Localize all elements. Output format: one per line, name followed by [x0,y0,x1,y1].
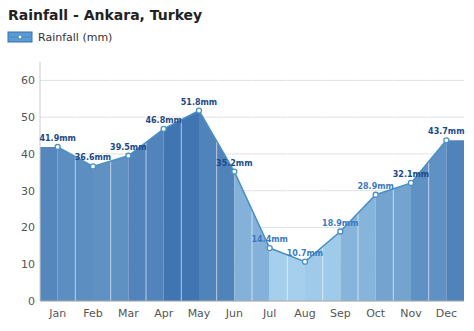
month-separator [252,62,253,301]
data-label: 10.7mm [287,249,323,258]
legend-swatch [8,32,32,42]
marker [373,192,378,197]
marker [197,108,202,113]
x-tick-label: Feb [83,307,102,320]
data-label: 39.5mm [110,143,146,152]
month-separator [428,62,429,301]
y-tick-label: 30 [21,185,35,198]
x-tick-label: Nov [400,307,422,320]
x-tick-label: Sep [330,307,351,320]
marker [303,259,308,264]
data-label: 46.8mm [145,116,181,125]
title: Rainfall - Ankara, Turkey [8,7,202,23]
legend: Rainfall (mm) [8,31,112,44]
marker [444,138,449,143]
area-segment [40,147,58,301]
y-tick-label: 0 [28,295,35,308]
month-separator [75,62,76,301]
x-tick-label: Jul [262,307,276,320]
marker [409,180,414,185]
data-label: 28.9mm [357,182,393,191]
legend-label: Rainfall (mm) [38,31,112,44]
chart: Rainfall - Ankara, Turkey Rainfall (mm) 0 1… [0,0,474,331]
data-label: 43.7mm [428,127,464,136]
marker [232,169,237,174]
x-tick-label: Apr [154,307,174,320]
data-label: 51.8mm [181,98,217,107]
month-separator [146,62,147,301]
x-axis-line [40,301,464,302]
marker [161,126,166,131]
x-tick-label: Dec [436,307,457,320]
y-tick-label: 60 [21,74,35,87]
y-tick-label: 40 [21,148,35,161]
marker [126,153,131,158]
x-tick-label: Jan [48,307,66,320]
y-tick-label: 10 [21,258,35,271]
y-axis-line [40,62,41,301]
y-tick-label: 50 [21,111,35,124]
area-segment [446,140,464,301]
data-label: 41.9mm [39,134,75,143]
line [58,111,447,262]
marker [91,164,96,169]
month-separator [110,62,111,301]
data-label: 36.6mm [75,153,111,162]
marker [267,246,272,251]
x-tick-label: May [188,307,211,320]
x-tick-label: Mar [118,307,139,320]
data-label: 14.4mm [251,235,287,244]
legend-marker [18,35,22,39]
y-tick-label: 20 [21,221,35,234]
data-label: 35.2mm [216,159,252,168]
x-tick-label: Oct [366,307,386,320]
x-tick-label: Jun [225,307,243,320]
month-separator [322,62,323,301]
marker [338,229,343,234]
data-label: 32.1mm [393,170,429,179]
data-label: 18.9mm [322,219,358,228]
month-separator [287,62,288,301]
grid-line [40,301,464,302]
marker [55,144,60,149]
x-tick-label: Aug [294,307,315,320]
plot-area [40,62,464,301]
